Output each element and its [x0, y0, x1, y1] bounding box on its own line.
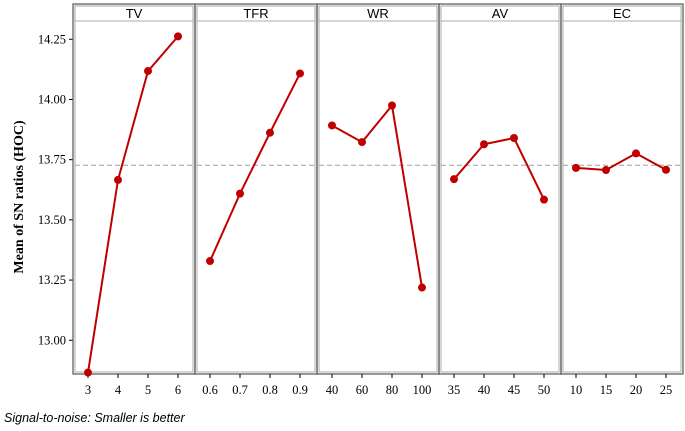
panel-strip [318, 5, 438, 22]
x-tick-label: 50 [538, 383, 551, 397]
data-point [540, 195, 548, 204]
data-point [662, 165, 670, 174]
x-tick-label: 6 [175, 383, 181, 397]
x-tick-label: 80 [386, 383, 399, 397]
data-point [236, 189, 244, 198]
y-tick-label: 13.25 [38, 273, 66, 287]
x-tick-label: 35 [448, 383, 461, 397]
panel-strip [196, 5, 316, 22]
x-tick-label: 20 [630, 383, 643, 397]
data-point [450, 175, 458, 184]
x-tick-label: 3 [85, 383, 91, 397]
panel-inner-frame [562, 5, 682, 373]
data-point [358, 138, 366, 147]
panel-inner-frame [318, 5, 438, 373]
x-tick-label: 4 [115, 383, 122, 397]
series-line [209, 73, 301, 262]
panel-title: EC [613, 6, 631, 21]
panel-inner-frame [74, 5, 194, 373]
panel-strip [562, 5, 682, 22]
x-tick-label: 60 [356, 383, 369, 397]
x-tick-label: 45 [508, 383, 521, 397]
series-line [453, 136, 545, 201]
series-line [575, 152, 667, 172]
panel-title: AV [492, 6, 509, 21]
panel-frame [194, 3, 318, 375]
data-point [510, 134, 518, 142]
series-line [87, 35, 179, 373]
x-tick-label: 40 [478, 383, 491, 397]
data-point [174, 32, 182, 41]
y-tick-label: 14.25 [38, 32, 66, 46]
data-point [632, 149, 640, 158]
panel-title: WR [367, 6, 389, 21]
data-point [572, 163, 580, 172]
data-point [84, 368, 92, 377]
panel-inner-frame [440, 5, 560, 373]
series-line [331, 103, 423, 288]
panel-strip [74, 5, 194, 22]
data-point [266, 128, 274, 137]
y-tick-label: 13.50 [38, 213, 66, 227]
x-tick-label: 40 [326, 383, 339, 397]
data-point [328, 121, 336, 130]
panel-title: TFR [243, 6, 268, 21]
data-point [114, 175, 122, 184]
data-point [602, 166, 610, 175]
data-point [480, 140, 488, 149]
y-axis-label: Mean of SN ratios (HOC) [12, 120, 27, 274]
x-tick-label: 25 [660, 383, 673, 397]
panel-frame [316, 3, 440, 375]
footnote: Signal-to-noise: Smaller is better [4, 411, 185, 425]
panel-title: TV [126, 6, 143, 21]
x-tick-label: 100 [413, 383, 432, 397]
y-tick-label: 13.00 [38, 333, 66, 347]
panel-inner-frame [196, 5, 316, 373]
data-point [418, 283, 426, 292]
panel-frame [560, 3, 684, 375]
panel-frame [72, 3, 196, 375]
x-tick-label: 10 [570, 383, 583, 397]
y-tick-label: 13.75 [38, 153, 66, 167]
data-point [206, 257, 214, 266]
x-tick-label: 15 [600, 383, 613, 397]
data-point [296, 69, 304, 78]
panel-frame [438, 3, 562, 375]
x-tick-label: 0.6 [202, 383, 218, 397]
y-tick-label: 14.00 [38, 92, 66, 106]
x-tick-label: 5 [145, 383, 151, 397]
x-tick-label: 0.7 [232, 383, 248, 397]
x-tick-label: 0.8 [262, 383, 278, 397]
x-tick-label: 0.9 [292, 383, 308, 397]
data-point [388, 101, 396, 110]
data-point [144, 67, 152, 76]
panel-strip [440, 5, 560, 22]
